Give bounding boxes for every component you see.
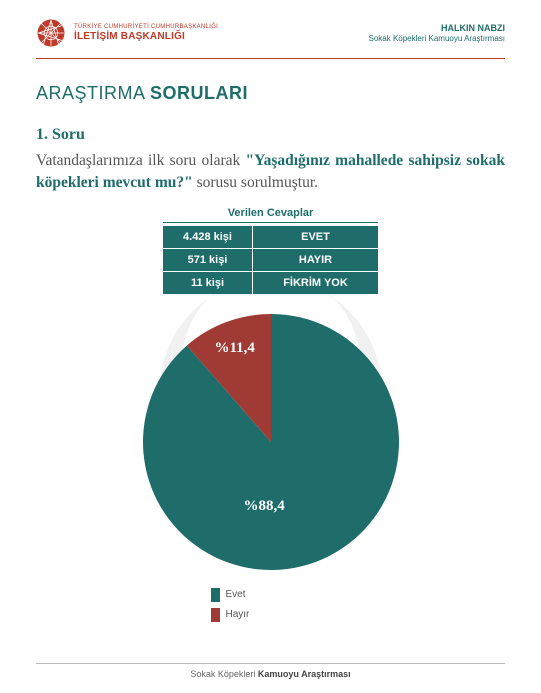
- question-post: sorusu sorulmuştur.: [193, 174, 318, 191]
- footer-bold: Kamuoyu Araştırması: [258, 669, 351, 679]
- answers-count: 4.428 kişi: [163, 226, 253, 248]
- seal-icon: [36, 18, 66, 48]
- question-body: Vatandaşlarımıza ilk soru olarak "Yaşadı…: [36, 150, 505, 195]
- section-title: ARAŞTIRMA SORULARI: [36, 83, 505, 104]
- logo-block: TÜRKİYE CUMHURİYETİ CUMHURBAŞKANLIĞI İLE…: [36, 18, 218, 48]
- header-right-subtitle: Sokak Köpekleri Kamuoyu Araştırması: [368, 34, 505, 44]
- question-number: 1. Soru: [36, 126, 505, 144]
- answers-label: EVET: [253, 226, 378, 248]
- legend: Evet Hayır: [211, 588, 331, 622]
- header-right-title: HALKIN NABZI: [368, 23, 505, 34]
- answers-row: 571 kişiHAYIR: [163, 248, 378, 271]
- legend-item: Evet: [211, 588, 331, 602]
- pie-chart: %88,4 %11,4: [141, 312, 401, 572]
- legend-swatch: [211, 588, 220, 602]
- answers-count: 11 kişi: [163, 272, 253, 294]
- page-header: TÜRKİYE CUMHURİYETİ CUMHURBAŞKANLIĞI İLE…: [36, 18, 505, 59]
- question-pre: Vatandaşlarımıza ilk soru olarak: [36, 152, 246, 169]
- answers-block: Verilen Cevaplar 4.428 kişiEVET571 kişiH…: [163, 207, 378, 294]
- answers-row: 11 kişiFİKRİM YOK: [163, 271, 378, 294]
- header-right: HALKIN NABZI Sokak Köpekleri Kamuoyu Ara…: [368, 23, 505, 43]
- legend-item: Hayır: [211, 608, 331, 622]
- answers-row: 4.428 kişiEVET: [163, 226, 378, 248]
- logo-small-text: TÜRKİYE CUMHURİYETİ CUMHURBAŞKANLIĞI: [74, 24, 218, 31]
- pie-label-hayir: %11,4: [215, 340, 255, 357]
- legend-label: Evet: [226, 589, 246, 600]
- logo-big-text: İLETİŞİM BAŞKANLIĞI: [74, 31, 218, 42]
- answers-table: 4.428 kişiEVET571 kişiHAYIR11 kişiFİKRİM…: [163, 226, 378, 294]
- answers-count: 571 kişi: [163, 249, 253, 271]
- footer-light: Sokak Köpekleri: [190, 669, 258, 679]
- legend-label: Hayır: [226, 609, 250, 620]
- answers-label: FİKRİM YOK: [253, 272, 378, 294]
- section-title-bold: SORULARI: [150, 83, 248, 103]
- pie-label-evet: %88,4: [244, 498, 285, 515]
- section-title-light: ARAŞTIRMA: [36, 83, 150, 103]
- page-footer: Sokak Köpekleri Kamuoyu Araştırması: [0, 663, 541, 679]
- answers-title: Verilen Cevaplar: [163, 207, 378, 223]
- answers-label: HAYIR: [253, 249, 378, 271]
- legend-swatch: [211, 608, 220, 622]
